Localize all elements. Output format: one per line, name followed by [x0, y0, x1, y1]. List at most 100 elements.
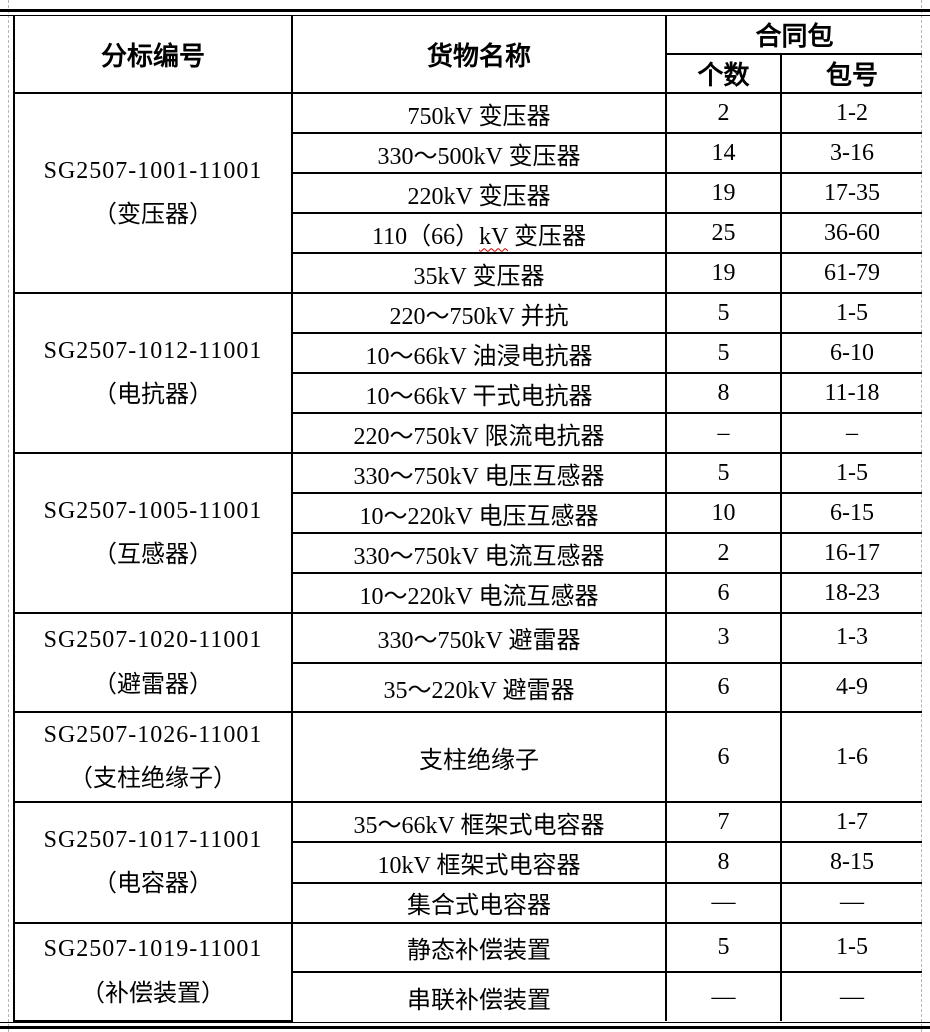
table-row: 330～500kV 变压器 14 3-16	[14, 132, 923, 175]
bid-code: SG2507-1026-11001	[43, 721, 263, 748]
table-row: 串联补偿装置 — —	[14, 971, 923, 1021]
bid-code: SG2507-1005-11001	[43, 497, 263, 524]
count-cell: —	[665, 971, 782, 1021]
count-cell: 10	[665, 492, 782, 535]
package-no-cell: 1-3	[779, 612, 923, 664]
count-cell: 7	[665, 801, 782, 844]
count-cell: 6	[665, 661, 782, 713]
count-cell: 14	[665, 132, 782, 175]
goods-cell: 10～66kV 油浸电抗器	[291, 332, 667, 375]
group-label-cell: SG2507-1012-11001 （电抗器）	[13, 292, 293, 455]
page-margin-guide-left	[8, 0, 9, 1032]
table-row: SG2507-1019-11001 （补偿装置） 静态补偿装置 5 1-5	[13, 921, 923, 1023]
goods-cell: 10～220kV 电流互感器	[291, 572, 667, 615]
group-label-cell: SG2507-1020-11001 （避雷器）	[13, 612, 293, 713]
bid-category: （互感器）	[93, 542, 213, 569]
header-bid-number: 分标编号	[13, 16, 293, 94]
count-cell: 5	[665, 332, 782, 375]
goods-cell: 220kV 变压器	[291, 172, 667, 215]
table-row: 220kV 变压器 19 17-35	[14, 172, 923, 215]
group-label-cell: SG2507-1019-11001 （补偿装置）	[13, 921, 293, 1023]
goods-cell: 35kV 变压器	[291, 252, 667, 295]
bid-code: SG2507-1020-11001	[43, 627, 263, 654]
table-top-rule-thin	[0, 15, 930, 16]
count-cell: 2	[665, 91, 782, 135]
header-goods-name: 货物名称	[291, 16, 667, 94]
count-cell: 5	[665, 921, 782, 974]
goods-cell: 330～750kV 避雷器	[291, 612, 667, 664]
group-label-cell: SG2507-1017-11001 （电容器）	[13, 801, 293, 924]
goods-cell: 10kV 框架式电容器	[291, 841, 667, 884]
count-cell: 5	[665, 452, 782, 495]
table-row: 10～66kV 油浸电抗器 5 6-10	[14, 332, 923, 375]
table-row: SG2507-1020-11001 （避雷器） 330～750kV 避雷器 3 …	[13, 612, 923, 713]
table-row: 220～750kV 限流电抗器 – –	[14, 412, 923, 455]
header-row-2: 个数 包号	[14, 53, 923, 94]
header-row-1: 分标编号 货物名称 合同包	[13, 16, 923, 94]
package-no-cell: 1-2	[779, 91, 923, 135]
header-contract-package: 合同包	[664, 16, 923, 55]
goods-cell: 330～750kV 电压互感器	[291, 452, 667, 495]
bid-code: SG2507-1017-11001	[43, 827, 263, 854]
package-no-cell: 4-9	[779, 661, 923, 713]
goods-cell: 支柱绝缘子	[291, 710, 667, 804]
package-no-cell: 11-18	[779, 372, 923, 415]
goods-cell: 静态补偿装置	[291, 921, 667, 974]
table-row: 330～750kV 电流互感器 2 16-17	[14, 532, 923, 575]
package-no-cell: —	[779, 971, 923, 1021]
header-package-no: 包号	[779, 53, 923, 94]
group-label-cell: SG2507-1005-11001 （互感器）	[13, 452, 293, 615]
table-row: 110（66）kV 变压器 25 36-60	[14, 212, 923, 255]
goods-cell: 110（66）kV 变压器	[291, 212, 667, 255]
package-no-cell: 1-5	[779, 921, 923, 974]
goods-cell: 35～220kV 避雷器	[291, 661, 667, 713]
package-no-cell: 1-6	[779, 710, 923, 804]
goods-cell: 串联补偿装置	[291, 971, 667, 1021]
count-cell: 19	[665, 252, 782, 295]
goods-text: 变压器	[508, 223, 586, 250]
goods-cell: 220～750kV 并抗	[291, 292, 667, 335]
count-cell: 2	[665, 532, 782, 575]
goods-cell: 35～66kV 框架式电容器	[291, 801, 667, 844]
goods-cell: 10～66kV 干式电抗器	[291, 372, 667, 415]
goods-text-spellcheck: kV	[479, 223, 508, 250]
package-no-cell: —	[779, 881, 923, 924]
package-no-cell: 1-7	[779, 801, 923, 844]
package-no-cell: 8-15	[779, 841, 923, 884]
goods-cell: 220～750kV 限流电抗器	[291, 412, 667, 455]
table-row: 10kV 框架式电容器 8 8-15	[14, 841, 923, 884]
count-cell: 3	[665, 612, 782, 664]
group-label-cell: SG2507-1026-11001 （支柱绝缘子）	[13, 710, 293, 804]
bid-category: （电容器）	[93, 871, 213, 898]
package-no-cell: 18-23	[779, 572, 923, 615]
bid-category: （避雷器）	[93, 671, 213, 698]
count-cell: 8	[665, 372, 782, 415]
package-no-cell: 17-35	[779, 172, 923, 215]
table-bottom-rule-thick	[0, 1026, 930, 1029]
goods-cell: 10～220kV 电压互感器	[291, 492, 667, 535]
goods-cell: 330～500kV 变压器	[291, 132, 667, 175]
table-row: 35kV 变压器 19 61-79	[14, 252, 923, 295]
goods-text: 110（66）	[371, 223, 480, 250]
goods-cell: 750kV 变压器	[291, 91, 667, 135]
table-row: 35～220kV 避雷器 6 4-9	[14, 661, 923, 713]
group-label-cell: SG2507-1001-11001 （变压器）	[13, 91, 293, 295]
table-row: 10～220kV 电压互感器 10 6-15	[14, 492, 923, 535]
count-cell: 6	[665, 710, 782, 804]
bid-category: （支柱绝缘子）	[69, 766, 237, 793]
header-count: 个数	[665, 53, 782, 94]
package-no-cell: 16-17	[779, 532, 923, 575]
package-no-cell: 1-5	[779, 452, 923, 495]
package-no-cell: –	[779, 412, 923, 455]
table-row: 10～220kV 电流互感器 6 18-23	[14, 572, 923, 615]
count-cell: 5	[665, 292, 782, 335]
package-no-cell: 6-15	[779, 492, 923, 535]
table-row: SG2507-1001-11001 （变压器） 750kV 变压器 2 1-2	[13, 91, 923, 295]
goods-cell: 330～750kV 电流互感器	[291, 532, 667, 575]
table-row: SG2507-1005-11001 （互感器） 330～750kV 电压互感器 …	[13, 452, 923, 615]
count-cell: 6	[665, 572, 782, 615]
table-row: SG2507-1017-11001 （电容器） 35～66kV 框架式电容器 7…	[13, 801, 923, 924]
table-row: 10～66kV 干式电抗器 8 11-18	[14, 372, 923, 415]
contract-package-table: 分标编号 货物名称 合同包 个数 包号 SG2507-1001-11001 （变…	[13, 16, 923, 1023]
package-no-cell: 3-16	[779, 132, 923, 175]
